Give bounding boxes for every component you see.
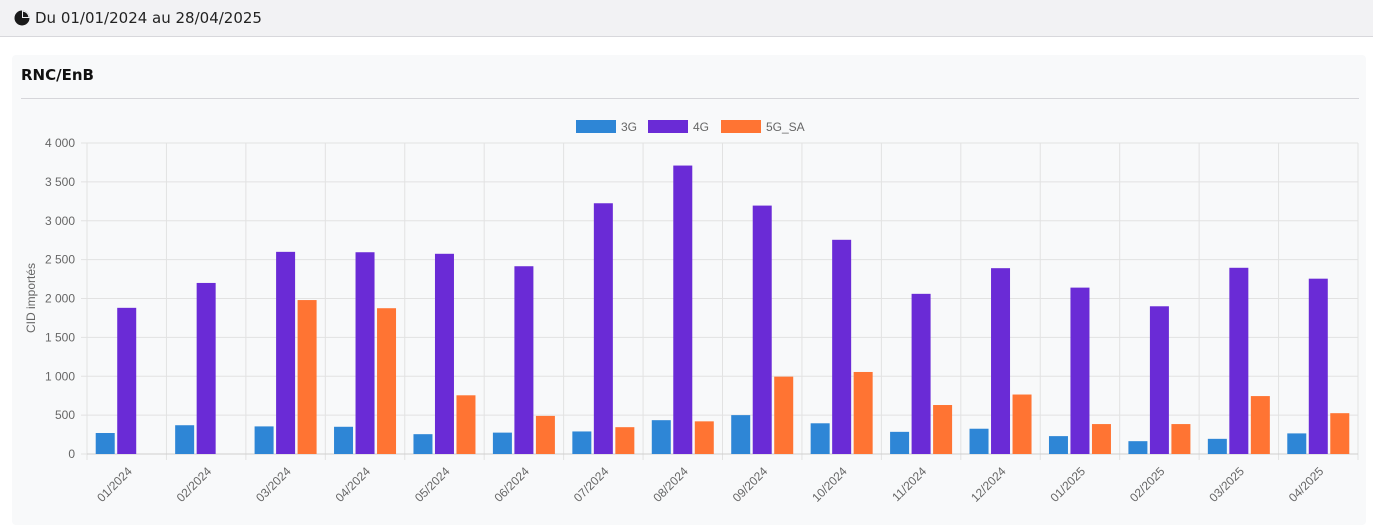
- bar-4g-02-2025[interactable]: [1149, 306, 1169, 454]
- x-tick-label: 11/2024: [889, 464, 929, 504]
- legend-swatch-3g[interactable]: [576, 120, 616, 133]
- bar-3g-02-2024[interactable]: [175, 425, 195, 454]
- bar-4g-03-2025[interactable]: [1229, 267, 1249, 454]
- y-tick-label: 1 000: [45, 369, 75, 383]
- bar-3g-05-2024[interactable]: [413, 434, 433, 454]
- bar-3g-02-2025[interactable]: [1128, 441, 1148, 454]
- x-tick-label: 09/2024: [730, 464, 771, 505]
- bar-4g-04-2024[interactable]: [355, 252, 375, 454]
- bar-5g_sa-06-2024[interactable]: [535, 415, 555, 454]
- bar-5g_sa-02-2025[interactable]: [1171, 424, 1191, 454]
- card-title: RNC/EnB: [21, 66, 94, 84]
- bar-4g-03-2024[interactable]: [276, 251, 296, 454]
- bar-5g_sa-08-2024[interactable]: [694, 421, 714, 454]
- chart-bars: [95, 165, 1350, 455]
- bar-3g-11-2024[interactable]: [890, 431, 910, 454]
- bar-5g_sa-10-2024[interactable]: [853, 371, 873, 454]
- bar-3g-09-2024[interactable]: [731, 415, 751, 454]
- x-tick-label: 05/2024: [412, 464, 453, 505]
- x-tick-label: 02/2025: [1127, 464, 1168, 505]
- bar-5g_sa-04-2024[interactable]: [377, 308, 397, 454]
- bar-3g-08-2024[interactable]: [651, 420, 671, 454]
- bar-3g-07-2024[interactable]: [572, 431, 592, 454]
- bar-4g-11-2024[interactable]: [911, 293, 931, 454]
- legend-label-4g[interactable]: 4G: [693, 120, 709, 134]
- chart-grid: [81, 142, 1359, 460]
- card-divider: [21, 98, 1359, 99]
- x-tick-label: 08/2024: [650, 464, 691, 505]
- bar-5g_sa-12-2024[interactable]: [1012, 394, 1032, 454]
- bar-4g-06-2024[interactable]: [514, 266, 534, 454]
- x-tick-label: 04/2024: [333, 464, 374, 505]
- bar-4g-10-2024[interactable]: [832, 239, 852, 454]
- bar-4g-05-2024[interactable]: [434, 253, 454, 454]
- date-range-label: Du 01/01/2024 au 28/04/2025: [35, 9, 262, 27]
- bar-5g_sa-01-2025[interactable]: [1091, 424, 1111, 454]
- bar-4g-04-2025[interactable]: [1308, 278, 1328, 454]
- y-tick-label: 3 500: [45, 175, 75, 189]
- y-tick-label: 0: [68, 447, 75, 461]
- bar-4g-01-2024[interactable]: [117, 307, 137, 454]
- x-tick-label: 04/2025: [1286, 464, 1327, 505]
- bar-3g-04-2024[interactable]: [334, 426, 354, 454]
- bar-4g-02-2024[interactable]: [196, 282, 216, 454]
- legend-swatch-5g_sa[interactable]: [721, 120, 761, 133]
- x-tick-label: 12/2024: [968, 464, 1009, 505]
- bar-3g-04-2025[interactable]: [1287, 433, 1307, 454]
- y-axis-ticks: 0 500 1 000 1 500 2 000 2 500 3 000 3 500 4 000: [45, 136, 75, 461]
- bar-5g_sa-07-2024[interactable]: [615, 427, 635, 454]
- bar-4g-09-2024[interactable]: [752, 205, 772, 454]
- legend-label-5g_sa[interactable]: 5G_SA: [766, 120, 805, 134]
- bar-3g-12-2024[interactable]: [969, 428, 989, 454]
- bar-5g_sa-09-2024[interactable]: [774, 376, 794, 454]
- x-tick-label: 02/2024: [174, 464, 215, 505]
- x-tick-label: 06/2024: [491, 464, 532, 505]
- x-tick-label: 10/2024: [809, 464, 850, 505]
- y-tick-label: 2 500: [45, 253, 75, 267]
- bar-5g_sa-04-2025[interactable]: [1330, 413, 1350, 454]
- bar-4g-07-2024[interactable]: [593, 203, 613, 454]
- legend-swatch-4g[interactable]: [648, 120, 688, 133]
- bar-3g-01-2024[interactable]: [95, 433, 115, 454]
- bar-5g_sa-03-2025[interactable]: [1250, 396, 1270, 454]
- bar-4g-08-2024[interactable]: [673, 165, 693, 455]
- bar-5g_sa-11-2024[interactable]: [933, 405, 953, 454]
- x-tick-label: 07/2024: [571, 464, 612, 505]
- legend-label-3g[interactable]: 3G: [621, 120, 637, 134]
- date-range-bar: Du 01/01/2024 au 28/04/2025: [0, 0, 1373, 37]
- bar-3g-01-2025[interactable]: [1048, 436, 1068, 454]
- bar-3g-06-2024[interactable]: [492, 432, 512, 454]
- bar-3g-10-2024[interactable]: [810, 423, 830, 454]
- x-tick-label: 01/2025: [1048, 464, 1089, 505]
- x-tick-label: 01/2024: [94, 464, 135, 505]
- y-tick-label: 2 000: [45, 292, 75, 306]
- y-tick-label: 1 500: [45, 330, 75, 344]
- bar-4g-12-2024[interactable]: [991, 268, 1011, 454]
- x-tick-label: 03/2025: [1206, 464, 1247, 505]
- bar-3g-03-2025[interactable]: [1207, 438, 1227, 454]
- x-axis-ticks: 01/2024 02/2024 03/2024 04/2024 05/2024 06/20…: [94, 464, 1326, 505]
- y-tick-label: 3 000: [45, 214, 75, 228]
- bar-3g-03-2024[interactable]: [254, 426, 274, 454]
- y-tick-label: 500: [55, 408, 75, 422]
- y-tick-label: 4 000: [45, 136, 75, 150]
- bar-5g_sa-05-2024[interactable]: [456, 395, 476, 454]
- bar-5g_sa-03-2024[interactable]: [297, 300, 317, 454]
- x-tick-label: 03/2024: [253, 464, 294, 505]
- y-axis-label: CID importés: [24, 263, 38, 333]
- pie-chart-icon: [14, 10, 30, 26]
- chart-legend: 3G 4G 5G_SA: [576, 120, 805, 134]
- bar-4g-01-2025[interactable]: [1070, 287, 1090, 454]
